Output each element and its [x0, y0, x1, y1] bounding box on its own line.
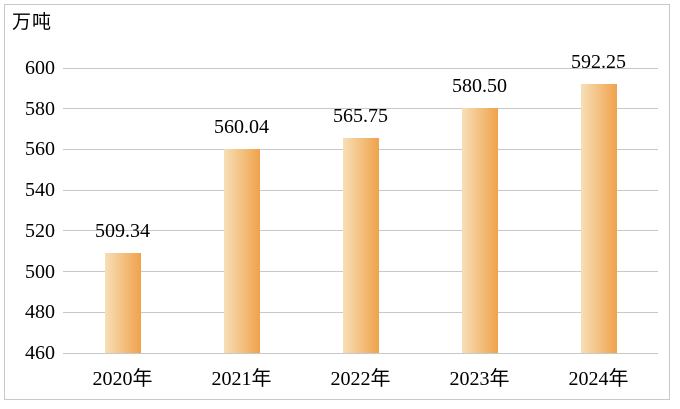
gridline-460	[63, 352, 658, 354]
y-axis-tick-label: 540	[25, 179, 55, 202]
chart-frame: 万吨 460 480 500 520 540 560 580 600 509.34 2020年 56…	[4, 4, 670, 400]
bar-2022年	[342, 137, 379, 353]
data-label-2022年: 565.75	[333, 104, 388, 127]
bar-2020年	[104, 252, 141, 353]
y-axis-unit-label: 万吨	[12, 12, 53, 33]
x-axis-tick-label-2021年: 2021年	[211, 368, 272, 390]
y-axis-tick-label: 580	[25, 97, 55, 120]
gridline-600	[63, 67, 658, 69]
bar-2024年	[580, 83, 617, 353]
x-axis-tick-label-2024年: 2024年	[568, 368, 629, 390]
data-label-2024年: 592.25	[571, 50, 626, 73]
x-axis-tick-label-2020年: 2020年	[92, 368, 153, 390]
bar-2021年	[223, 149, 260, 353]
x-axis-tick-label-2022年: 2022年	[330, 368, 391, 390]
y-axis-tick-label: 600	[25, 57, 55, 79]
y-axis-tick-label: 480	[25, 301, 55, 324]
bar-2023年	[461, 107, 498, 353]
x-axis-tick-label-2023年: 2023年	[449, 368, 510, 390]
y-axis-tick-label: 520	[25, 219, 55, 242]
gridline-580	[63, 108, 658, 110]
data-label-2021年: 560.04	[214, 116, 269, 139]
data-label-2020年: 509.34	[95, 219, 150, 242]
y-axis-tick-label: 560	[25, 138, 55, 161]
data-label-2023年: 580.50	[452, 74, 507, 97]
y-axis-tick-label: 460	[25, 342, 55, 364]
y-axis-tick-label: 500	[25, 260, 55, 283]
